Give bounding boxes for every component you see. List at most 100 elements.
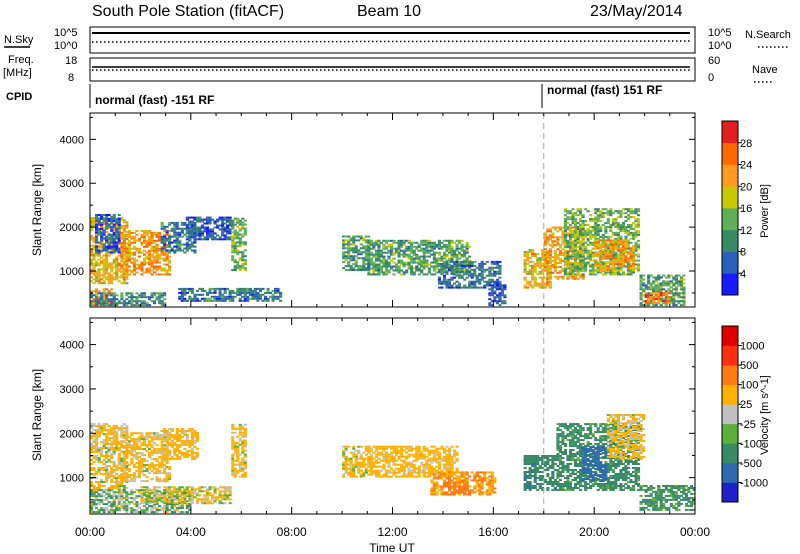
data-cell xyxy=(581,239,585,242)
data-cell xyxy=(233,267,237,270)
data-cell xyxy=(541,270,545,273)
data-cell xyxy=(102,489,106,492)
data-cell xyxy=(115,491,119,494)
data-cell xyxy=(397,271,401,274)
data-cell xyxy=(140,438,144,441)
data-cell xyxy=(241,267,245,270)
data-cell xyxy=(112,302,116,305)
data-cell xyxy=(97,290,101,293)
data-cell xyxy=(652,300,656,302)
data-cell xyxy=(163,292,167,295)
data-cell xyxy=(135,489,139,492)
data-cell xyxy=(90,423,94,426)
data-cell xyxy=(140,302,144,305)
data-cell xyxy=(642,284,646,287)
data-cell xyxy=(135,503,139,506)
data-cell xyxy=(188,234,192,237)
data-cell xyxy=(122,260,126,263)
data-cell xyxy=(105,278,109,281)
data-cell xyxy=(614,269,618,271)
data-cell xyxy=(92,473,96,475)
data-cell xyxy=(611,257,615,260)
data-cell xyxy=(538,264,542,267)
data-cell xyxy=(390,251,394,254)
data-cell xyxy=(148,298,152,301)
data-cell xyxy=(233,265,237,268)
data-cell xyxy=(440,268,444,271)
data-cell xyxy=(468,269,472,272)
data-cell xyxy=(473,280,477,283)
data-cell xyxy=(569,263,573,266)
data-cell xyxy=(236,291,240,294)
data-cell xyxy=(153,432,157,435)
data-cell xyxy=(647,304,651,307)
data-cell xyxy=(384,247,388,250)
data-cell xyxy=(624,241,628,244)
data-cell xyxy=(652,288,656,291)
data-cell xyxy=(662,298,666,301)
data-cell xyxy=(127,440,131,443)
data-cell xyxy=(170,457,174,460)
data-cell xyxy=(198,287,202,290)
data-cell xyxy=(483,268,487,271)
data-cell xyxy=(115,278,119,281)
data-cell xyxy=(243,241,247,244)
data-cell xyxy=(175,445,179,448)
data-cell xyxy=(115,264,119,267)
data-cell xyxy=(127,497,131,500)
data-cell xyxy=(422,255,426,258)
data-cell xyxy=(117,467,121,469)
data-cell xyxy=(213,295,217,298)
data-cell xyxy=(90,258,94,261)
data-cell xyxy=(634,233,638,236)
data-cell xyxy=(231,237,235,240)
data-cell xyxy=(110,495,114,498)
data-cell xyxy=(115,237,119,240)
data-cell xyxy=(349,237,353,240)
data-cell xyxy=(155,243,159,246)
data-cell xyxy=(238,293,242,296)
data-cell xyxy=(102,503,106,506)
data-cell xyxy=(241,263,245,266)
data-cell xyxy=(115,233,119,236)
data-cell xyxy=(130,452,134,455)
data-cell xyxy=(417,255,421,258)
data-cell xyxy=(158,231,162,234)
data-cell xyxy=(173,497,177,500)
data-cell xyxy=(170,511,174,514)
data-cell xyxy=(626,267,630,270)
data-cell xyxy=(135,239,139,242)
data-cell xyxy=(490,272,494,275)
data-cell xyxy=(364,259,368,262)
data-cell xyxy=(97,262,101,265)
data-cell xyxy=(155,448,159,451)
data-cell xyxy=(90,262,94,265)
data-cell xyxy=(92,246,96,249)
data-cell xyxy=(180,297,184,300)
data-cell xyxy=(218,287,222,290)
data-cell xyxy=(609,245,613,248)
data-cell xyxy=(135,446,139,449)
data-cell xyxy=(168,466,172,469)
data-cell xyxy=(236,263,240,266)
data-cell xyxy=(342,257,346,260)
data-cell xyxy=(246,291,250,294)
data-cell xyxy=(145,302,149,305)
data-cell xyxy=(158,255,162,258)
data-cell xyxy=(576,233,580,236)
data-cell xyxy=(679,278,683,281)
data-cell xyxy=(258,297,262,300)
data-cell xyxy=(163,478,167,481)
data-cell xyxy=(463,286,467,289)
data-cell xyxy=(435,271,439,274)
data-cell xyxy=(193,230,197,233)
data-cell xyxy=(410,241,414,244)
data-cell xyxy=(120,493,124,496)
data-cell xyxy=(364,257,368,260)
data-cell xyxy=(442,255,446,258)
data-cell xyxy=(140,267,144,270)
data-cell xyxy=(110,247,114,250)
data-cell xyxy=(125,450,129,453)
data-cell xyxy=(566,241,570,244)
data-cell xyxy=(158,464,162,467)
